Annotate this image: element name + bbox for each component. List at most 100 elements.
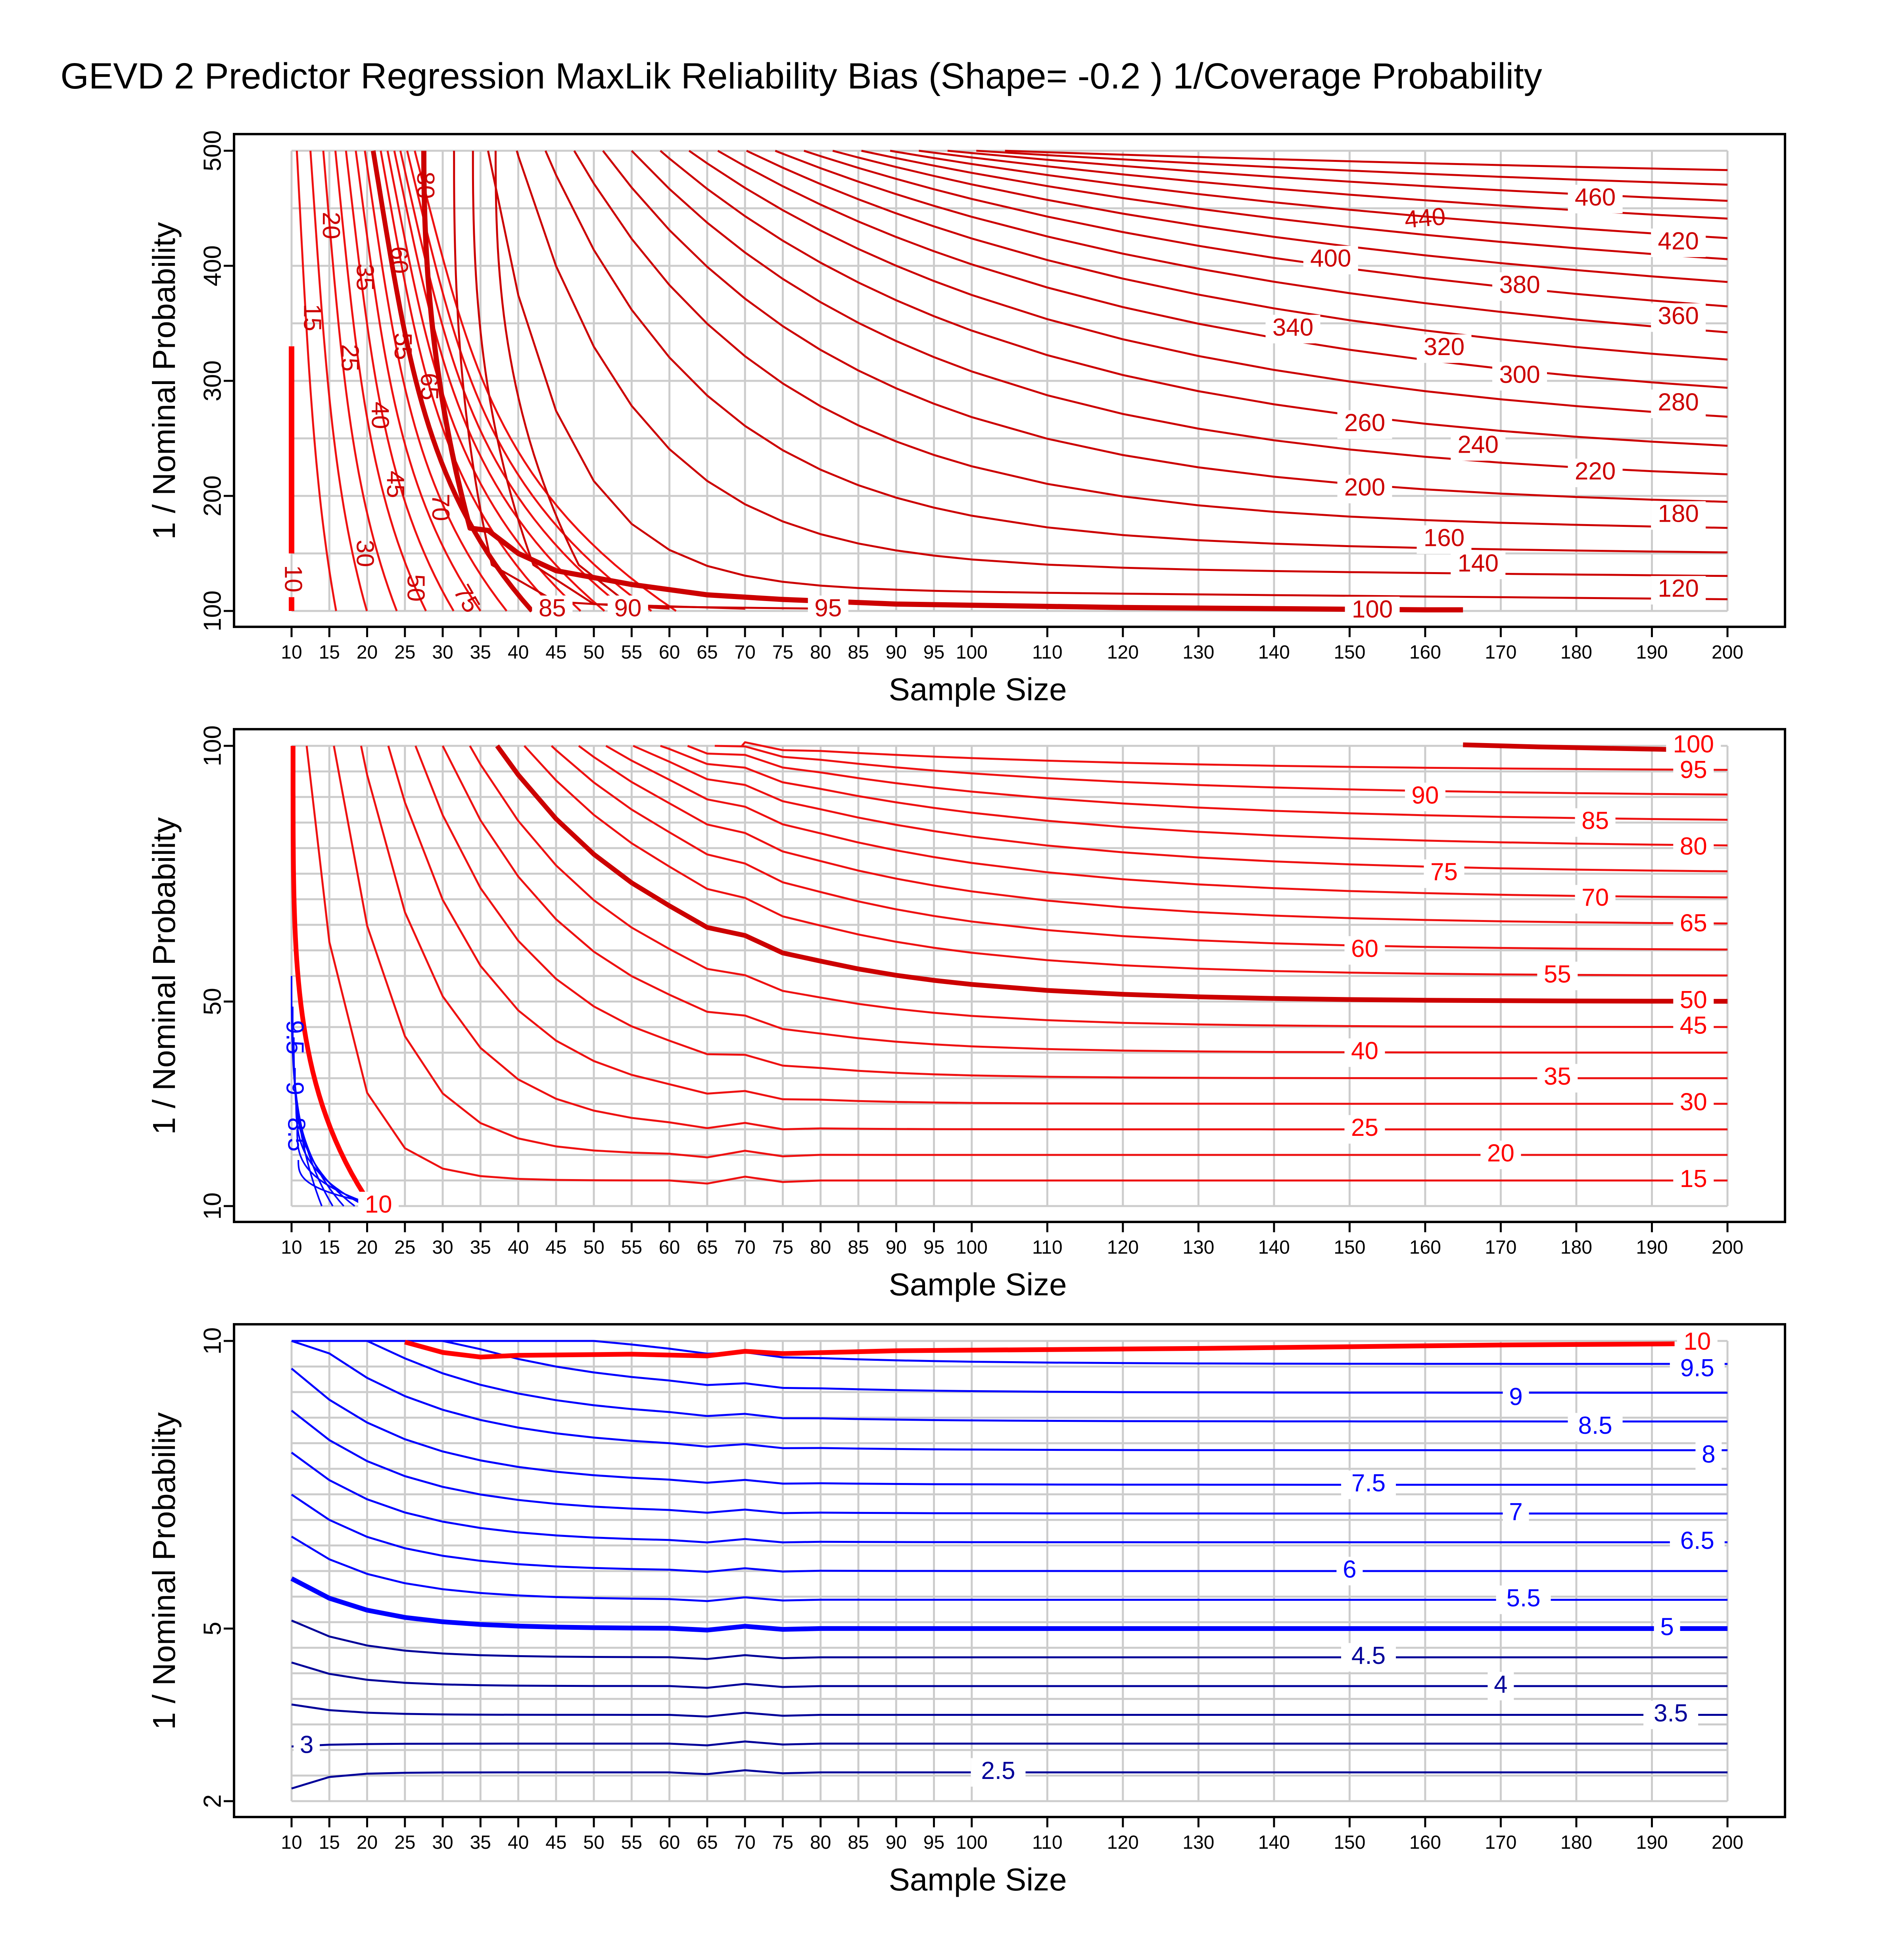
contour-label-bg: [1344, 1115, 1385, 1144]
x-tick-label: 80: [810, 1832, 831, 1853]
x-tick-label: 35: [470, 1832, 491, 1853]
contour-label: 95: [1680, 756, 1707, 784]
contour-label: 8: [1702, 1441, 1715, 1468]
contour-label: 180: [1658, 500, 1699, 528]
plot-frame: [233, 728, 1786, 1223]
contour-label-bg: [971, 1758, 1026, 1787]
chart-title: GEVD 2 Predictor Regression MaxLik Relia…: [60, 56, 1542, 96]
contour-label-bg: [1695, 1442, 1722, 1470]
contour-label: 8.5: [282, 1117, 310, 1151]
contour-line: [291, 1661, 1727, 1689]
x-tick-label: 110: [1032, 1832, 1063, 1853]
contour-label-bg: [1341, 1470, 1396, 1499]
contour-label-bg: [1654, 1614, 1680, 1643]
contour-label-bg: [1673, 1089, 1714, 1118]
x-tick-label: 120: [1107, 1237, 1139, 1258]
contour-line: [441, 745, 1728, 1054]
contour-label-bg: [1568, 184, 1623, 213]
contour-line: [370, 150, 534, 613]
contour-label: 85: [539, 594, 566, 622]
x-tick-label: 160: [1409, 1237, 1441, 1258]
contour-line-50: [495, 744, 1728, 1004]
x-tick-label: 100: [956, 642, 988, 663]
x-axis-title: Sample Size: [889, 672, 1067, 707]
contour-label: 7.5: [1351, 1469, 1386, 1497]
contour-line: [387, 745, 1727, 1105]
x-tick-label: 55: [621, 1832, 642, 1853]
contour-line: [746, 150, 1728, 361]
contour-line: [296, 1129, 377, 1207]
contour-line-10: [290, 746, 367, 1197]
contour-label: 90: [1411, 782, 1439, 809]
contour-label: 20: [1487, 1139, 1514, 1167]
contour-label: 60: [1351, 935, 1378, 962]
contour-label-bg: [1651, 303, 1706, 332]
contour-lines: [289, 150, 1728, 613]
contour-line: [544, 150, 1728, 553]
contour-line: [291, 1340, 1727, 1451]
x-tick-label: 50: [583, 642, 604, 663]
contour-label-bg: [1568, 1413, 1623, 1442]
x-tick-label: 95: [923, 1832, 944, 1853]
x-tick-label: 200: [1712, 642, 1743, 663]
contour-label-bg: [1451, 551, 1506, 579]
contour-line: [345, 150, 455, 612]
y-tick-label: 10: [199, 1327, 226, 1355]
contour-label-bg: [1575, 885, 1616, 914]
contour-label-bg: [532, 595, 573, 624]
contour-line: [687, 745, 1728, 821]
x-tick-label: 50: [583, 1237, 604, 1258]
contour-label-bg: [1651, 576, 1706, 605]
contour-label: 6.5: [1680, 1527, 1714, 1554]
contour-label: 90: [614, 594, 641, 622]
contour-line: [415, 745, 1727, 1079]
contour-label: 40: [1351, 1037, 1378, 1065]
panel-middle-contour-chart: 10 15 20 25 30 35 40 45 50 55 60 65 70 75 80 85 90 95 100 1…: [146, 725, 1786, 1302]
y-axis-title: 1 / Nominal Probability: [146, 817, 182, 1135]
contour-line: [393, 150, 605, 612]
contour-label-bg: [1673, 1166, 1714, 1195]
contour-line: [472, 151, 745, 610]
x-tick-label: 85: [848, 1237, 869, 1258]
contour-label: 300: [1499, 361, 1540, 388]
contour-line-5: [290, 1576, 1727, 1633]
contour-line: [291, 1494, 1727, 1573]
x-tick-label: 85: [848, 642, 869, 663]
x-tick-label: 190: [1636, 642, 1668, 663]
contour-label-bg: [1651, 229, 1706, 257]
x-tick-label: 190: [1636, 1832, 1668, 1853]
contour-label-bg: [1673, 910, 1714, 939]
contour-line: [578, 745, 1728, 925]
contour-line: [631, 150, 1728, 476]
contour-line: [660, 150, 1728, 447]
contour-label: 2.5: [981, 1757, 1015, 1784]
contour-label: 400: [1310, 245, 1351, 272]
contour-label-bg: [1673, 757, 1714, 786]
x-axis-title: Sample Size: [889, 1267, 1067, 1302]
contour-label: 70: [1582, 884, 1609, 911]
x-tick-label: 160: [1409, 642, 1441, 663]
contour-line: [660, 745, 1728, 847]
x-tick-label: 130: [1182, 1237, 1214, 1258]
x-tick-label: 40: [508, 642, 529, 663]
y-tick-label: 100: [199, 725, 226, 766]
plot-frame: [233, 1323, 1786, 1818]
x-tick-label: 140: [1258, 642, 1290, 663]
contour-label: 8.5: [1578, 1412, 1612, 1439]
contour-label: 380: [1499, 271, 1540, 299]
contour-label: 440: [1403, 203, 1447, 234]
contour-label: 85: [1582, 807, 1609, 835]
x-tick-label: 170: [1485, 1237, 1516, 1258]
contour-line: [291, 1452, 1727, 1544]
contour-line: [976, 150, 1728, 186]
contour-label: 65: [416, 373, 443, 400]
contour-label: 50: [402, 574, 429, 602]
x-tick-label: 70: [734, 1832, 755, 1853]
contour-label: 15: [298, 304, 326, 331]
contour-label: 50: [1680, 986, 1707, 1014]
contour-label-bg: [1673, 834, 1714, 862]
y-tick-label: 300: [199, 360, 226, 401]
contour-label: 120: [1658, 575, 1699, 602]
x-tick-label: 30: [432, 642, 453, 663]
contour-line: [741, 741, 1728, 771]
